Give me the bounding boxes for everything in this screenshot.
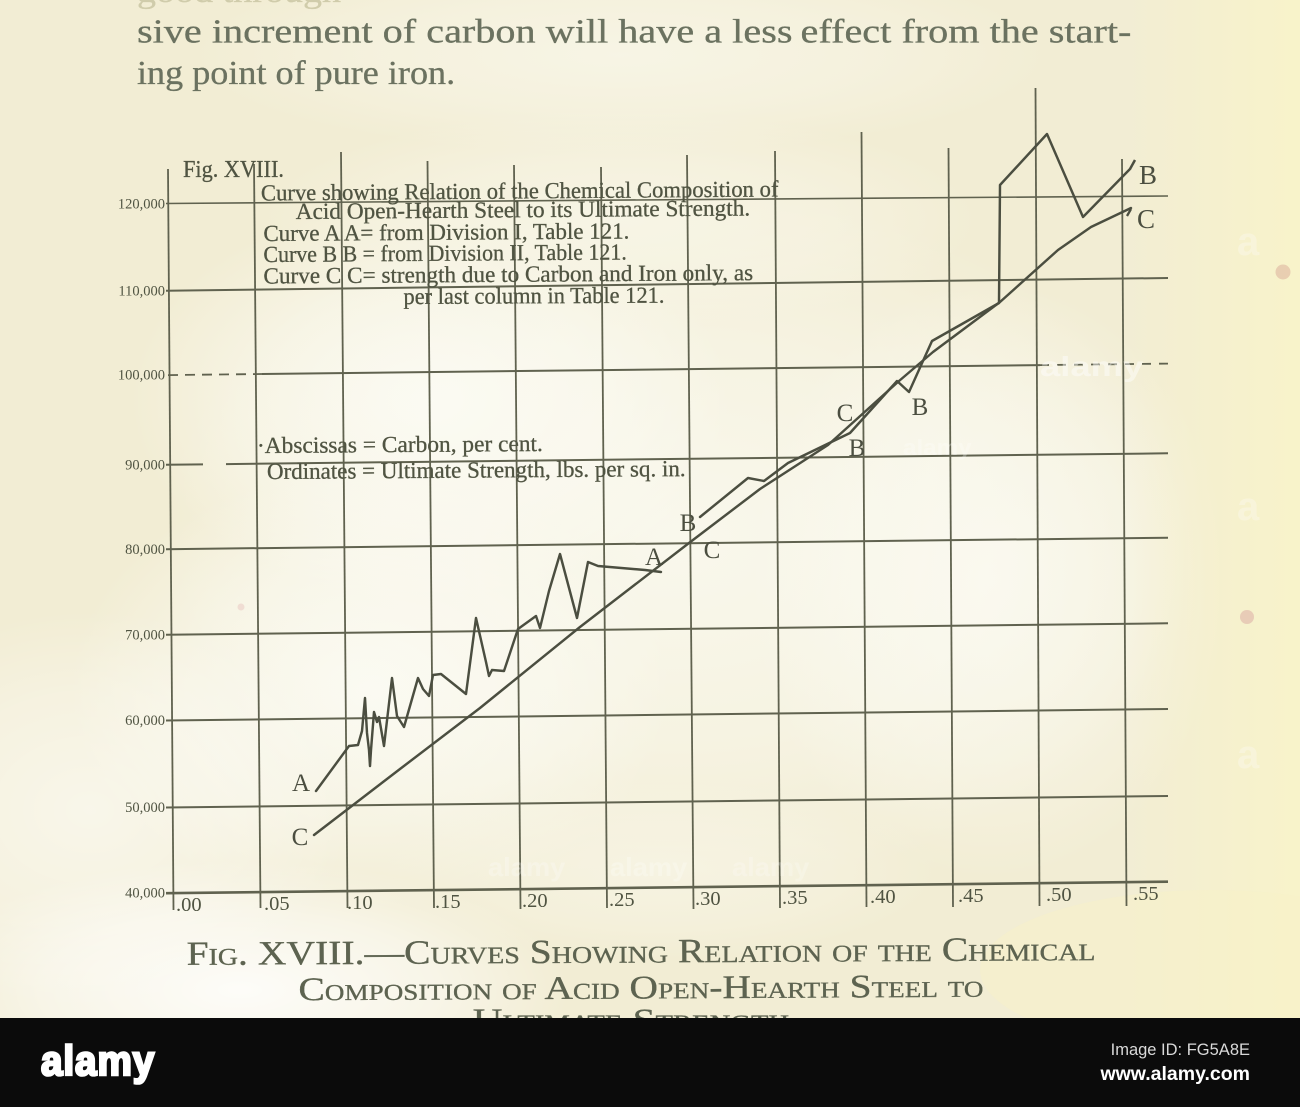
svg-text:Curve A A= from Division I, Ta: Curve A A= from Division I, Table 121. bbox=[263, 218, 629, 246]
svg-text:alamy: alamy bbox=[41, 1036, 155, 1084]
svg-text:Fig. XVIII.: Fig. XVIII. bbox=[183, 156, 284, 183]
svg-text:alamy: alamy bbox=[610, 853, 688, 882]
svg-text:A: A bbox=[645, 544, 663, 571]
svg-text:B: B bbox=[912, 394, 929, 421]
svg-text:alamy: alamy bbox=[903, 435, 972, 460]
svg-text:Fig. XVIII.—Curves Showing Rel: Fig. XVIII.—Curves Showing Relation of t… bbox=[186, 930, 1095, 973]
svg-text:80,000: 80,000 bbox=[125, 542, 165, 558]
svg-text:www.alamy.com: www.alamy.com bbox=[1099, 1063, 1250, 1085]
svg-text:.25: .25 bbox=[609, 889, 635, 911]
svg-text:a: a bbox=[1237, 485, 1260, 529]
svg-text:per last column in Table 121.: per last column in Table 121. bbox=[403, 282, 664, 309]
svg-text:.05: .05 bbox=[264, 893, 290, 915]
svg-text:B: B bbox=[680, 510, 697, 537]
svg-text:C: C bbox=[837, 400, 854, 427]
svg-text:A: A bbox=[292, 770, 310, 797]
svg-text:40,000: 40,000 bbox=[125, 886, 165, 902]
svg-text:60,000: 60,000 bbox=[125, 713, 165, 729]
svg-text:.30: .30 bbox=[695, 888, 721, 910]
svg-text:.00: .00 bbox=[176, 894, 202, 916]
svg-text:.40: .40 bbox=[870, 886, 896, 908]
svg-text:ing point of pure iron.: ing point of pure iron. bbox=[137, 54, 455, 92]
svg-text:.35: .35 bbox=[782, 887, 808, 909]
svg-text:110,000: 110,000 bbox=[118, 284, 165, 300]
svg-text:.15: .15 bbox=[435, 891, 461, 913]
svg-text:Ordinates = Ultimate Strength,: Ordinates = Ultimate Strength, lbs. per … bbox=[267, 456, 686, 484]
svg-text:.55: .55 bbox=[1133, 883, 1159, 905]
svg-text:sive increment of carbon will: sive increment of carbon will have a les… bbox=[137, 13, 1131, 50]
svg-text:100,000: 100,000 bbox=[118, 368, 165, 384]
svg-text:alamy: alamy bbox=[488, 853, 566, 882]
svg-text:C: C bbox=[704, 537, 721, 564]
svg-text:90,000: 90,000 bbox=[125, 458, 165, 474]
svg-text:alamy: alamy bbox=[1040, 351, 1143, 382]
svg-text:.10: .10 bbox=[347, 892, 373, 914]
svg-text:.45: .45 bbox=[958, 885, 984, 907]
svg-text:B: B bbox=[1139, 160, 1157, 190]
svg-text:Acid Open-Hearth Steel to its: Acid Open-Hearth Steel to its Ultimate S… bbox=[296, 196, 751, 225]
svg-text:a: a bbox=[1237, 733, 1260, 777]
svg-text:·Abscissas = Carbon, per cen: ·Abscissas = Carbon, per cent. bbox=[257, 431, 543, 459]
svg-text:C: C bbox=[292, 824, 309, 851]
svg-text:Curve C C= strength due to Car: Curve C C= strength due to Carbon and Ir… bbox=[263, 259, 753, 288]
svg-text:50,000: 50,000 bbox=[125, 800, 165, 816]
svg-text:.20: .20 bbox=[522, 890, 548, 912]
svg-text:Image ID: FG5A8E: Image ID: FG5A8E bbox=[1111, 1041, 1250, 1059]
svg-text:120,000: 120,000 bbox=[118, 197, 165, 213]
svg-text:Curve showing Relation of the: Curve showing Relation of the Chemical C… bbox=[261, 176, 779, 205]
svg-text:.50: .50 bbox=[1046, 884, 1072, 906]
svg-text:Composition of Acid Open-Heart: Composition of Acid Open-Hearth Steel to bbox=[298, 968, 983, 1008]
svg-text:B: B bbox=[849, 435, 866, 462]
svg-text:good through: good through bbox=[137, 0, 341, 10]
svg-text:a: a bbox=[1237, 220, 1260, 264]
svg-text:C: C bbox=[1137, 204, 1155, 234]
svg-text:alamy: alamy bbox=[732, 853, 810, 882]
svg-text:Curve B B = from Division II,: Curve B B = from Division II, Table 121. bbox=[263, 239, 626, 267]
svg-text:70,000: 70,000 bbox=[125, 628, 165, 644]
